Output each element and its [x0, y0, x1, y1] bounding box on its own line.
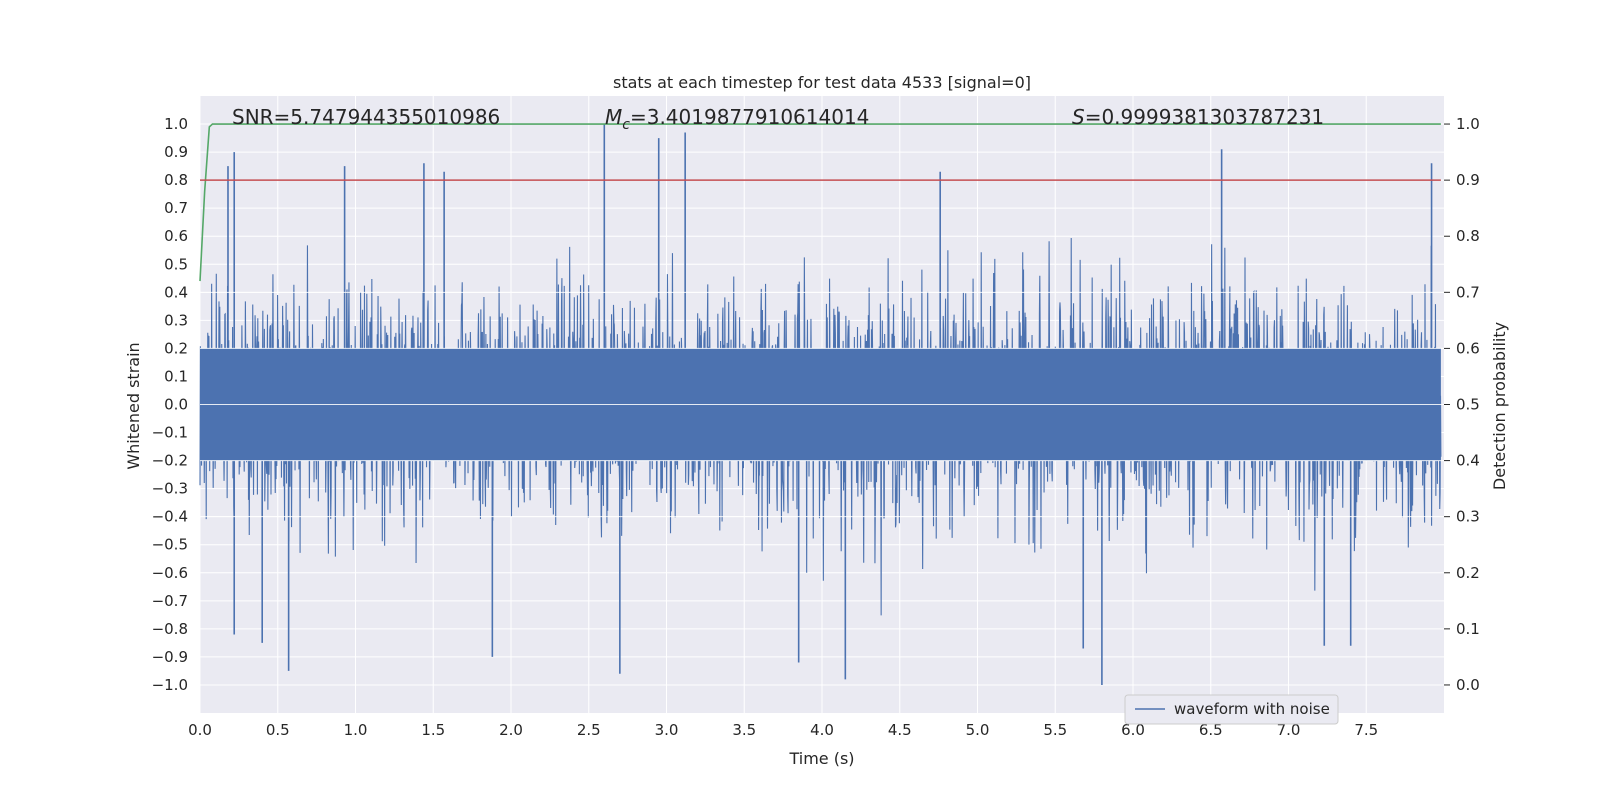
y-left-tick-label: 0.2 — [164, 339, 188, 357]
y-right-tick-label: 1.0 — [1456, 115, 1480, 133]
legend-label: waveform with noise — [1174, 700, 1330, 718]
x-tick-label: 0.5 — [266, 721, 290, 739]
legend-box — [1124, 694, 1339, 725]
y-right-tick-label: 0.1 — [1456, 620, 1480, 638]
y-left-tick-label: 0.9 — [164, 143, 188, 161]
y-left-tick-label: 0.8 — [164, 171, 188, 189]
y-left-tick-label: 0.1 — [164, 367, 188, 385]
y-left-tick-label: −1.0 — [152, 676, 188, 694]
y-right-tick-label: 0.0 — [1456, 676, 1480, 694]
y-right-tick-label: 0.7 — [1456, 283, 1480, 301]
y-right-tick-label: 0.5 — [1456, 396, 1480, 414]
y-axis-label-left: Whitened strain — [124, 342, 143, 469]
y-axis-label-right: Detection probability — [1490, 322, 1509, 490]
series-waveform-with-noise — [199, 124, 1444, 685]
spin-value: =0.9999381303787231 — [1085, 105, 1324, 129]
x-tick-labels: 0.0 0.5 1.0 1.5 2.0 2.5 3.0 3.5 4.0 4.5 5.0 5.5 6.0 6… — [188, 721, 1378, 739]
snr-annotation: SNR=5.747944355010986 — [232, 105, 500, 129]
spin-symbol: S — [1072, 105, 1085, 129]
chirp-mass-annotation: Mc=3.4019877910614014 — [605, 105, 869, 133]
y-right-tick-label: 0.9 — [1456, 171, 1480, 189]
chirp-mass-value: =3.4019877910614014 — [630, 105, 869, 129]
x-tick-label: 4.0 — [810, 721, 834, 739]
x-tick-label: 3.5 — [732, 721, 756, 739]
y-left-tick-label: −0.6 — [152, 564, 188, 582]
y-right-tick-label: 0.4 — [1456, 452, 1480, 470]
y-left-tick-label: −0.5 — [152, 536, 188, 554]
y-left-tick-label: 0.3 — [164, 311, 188, 329]
y-left-tick-label: 0.5 — [164, 255, 188, 273]
y-right-tick-label: 0.3 — [1456, 508, 1480, 526]
y-left-tick-label: 0.4 — [164, 283, 188, 301]
y-left-tick-label: −0.7 — [152, 592, 188, 610]
x-tick-label: 0.0 — [188, 721, 212, 739]
legend: waveform with noise — [1124, 694, 1339, 725]
y-left-tick-label: 0.7 — [164, 199, 188, 217]
y-left-tick-label: 1.0 — [164, 115, 188, 133]
y-right-tick-label: 0.6 — [1456, 339, 1480, 357]
probability-line — [199, 123, 1441, 282]
y-left-tick-label: −0.4 — [152, 508, 188, 526]
y-left-tick-label: 0.6 — [164, 227, 188, 245]
chirp-mass-subscript: c — [622, 117, 630, 133]
spin-annotation: S=0.9999381303787231 — [1072, 105, 1324, 129]
x-tick-label: 6.0 — [1121, 721, 1145, 739]
x-tick-label: 2.0 — [499, 721, 523, 739]
series-detection-probability — [199, 123, 1441, 282]
x-tick-label: 1.5 — [421, 721, 445, 739]
chart-title: stats at each timestep for test data 453… — [613, 73, 1031, 92]
y-left-tick-label: 0.0 — [164, 396, 188, 414]
x-tick-label: 6.5 — [1199, 721, 1223, 739]
y-left-tick-label: −0.3 — [152, 480, 188, 498]
x-tick-label: 5.0 — [966, 721, 990, 739]
x-tick-label: 1.0 — [344, 721, 368, 739]
y-left-tick-label: −0.2 — [152, 452, 188, 470]
chirp-mass-symbol: M — [605, 105, 622, 129]
x-tick-label: 3.0 — [655, 721, 679, 739]
y-right-tick-labels: 1.0 0.9 0.8 0.7 0.6 0.5 0.4 0.3 0.2 0.1 0.0 — [1444, 115, 1480, 694]
x-axis-label: Time (s) — [788, 749, 854, 768]
y-left-tick-labels: 1.0 0.9 0.8 0.7 0.6 0.5 0.4 0.3 0.2 0.1 0.0 −0.1 −0.… — [152, 115, 188, 694]
x-tick-label: 7.0 — [1277, 721, 1301, 739]
y-left-tick-label: −0.9 — [152, 648, 188, 666]
x-tick-label: 7.5 — [1354, 721, 1378, 739]
x-tick-label: 2.5 — [577, 721, 601, 739]
y-left-tick-label: −0.1 — [152, 424, 188, 442]
x-tick-label: 5.5 — [1043, 721, 1067, 739]
y-right-tick-label: 0.2 — [1456, 564, 1480, 582]
y-right-tick-label: 0.8 — [1456, 227, 1480, 245]
x-tick-label: 4.5 — [888, 721, 912, 739]
y-left-tick-label: −0.8 — [152, 620, 188, 638]
